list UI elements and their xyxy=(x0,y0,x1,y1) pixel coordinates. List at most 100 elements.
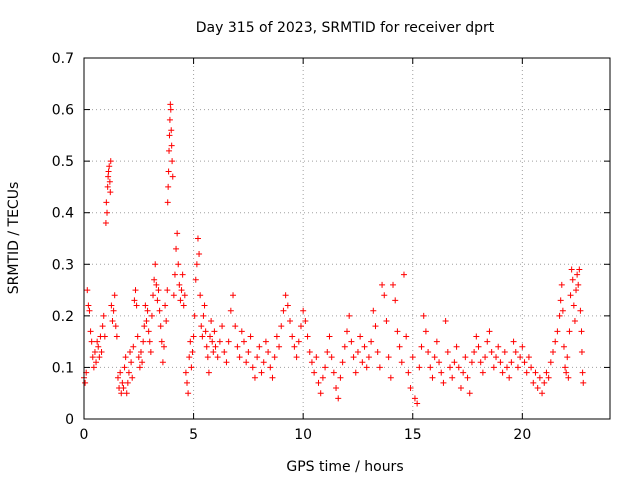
y-tick-label: 0.4 xyxy=(52,206,74,222)
data-point xyxy=(311,369,318,376)
data-point xyxy=(449,374,456,381)
data-point xyxy=(427,364,434,371)
data-point xyxy=(324,348,331,355)
data-point xyxy=(554,328,561,335)
data-point xyxy=(247,333,254,340)
data-point xyxy=(191,312,198,319)
data-point xyxy=(289,333,296,340)
data-point xyxy=(251,374,258,381)
data-point xyxy=(122,354,129,361)
data-point xyxy=(344,328,350,335)
data-point xyxy=(512,348,519,355)
y-tick-label: 0.3 xyxy=(52,257,74,273)
data-point xyxy=(579,369,586,376)
data-point xyxy=(223,359,230,366)
data-point xyxy=(165,183,172,190)
data-point xyxy=(87,328,94,335)
data-point xyxy=(254,354,261,361)
data-point xyxy=(234,343,241,350)
data-point xyxy=(205,369,212,376)
data-point xyxy=(130,343,137,350)
data-point xyxy=(267,364,274,371)
chart-title: Day 315 of 2023, SRMTID for receiver dpr… xyxy=(196,20,495,36)
data-point xyxy=(440,379,447,386)
data-point xyxy=(479,369,486,376)
y-axis-title: SRMTID / TECUs xyxy=(6,182,22,295)
data-point xyxy=(187,338,194,345)
data-point xyxy=(158,338,165,345)
data-point xyxy=(121,364,128,371)
data-point xyxy=(575,281,582,288)
data-point xyxy=(119,379,126,386)
data-point xyxy=(521,359,528,366)
data-point xyxy=(416,364,423,371)
data-point xyxy=(337,374,344,381)
data-point xyxy=(580,379,587,386)
data-point xyxy=(534,385,541,392)
data-point xyxy=(153,281,160,288)
data-point xyxy=(258,369,265,376)
data-point xyxy=(547,359,554,366)
data-point xyxy=(211,328,218,335)
data-point xyxy=(543,369,550,376)
data-point xyxy=(207,333,214,340)
data-point xyxy=(135,354,142,361)
data-point xyxy=(85,302,92,309)
data-point xyxy=(293,354,300,361)
data-point xyxy=(567,292,574,299)
data-point xyxy=(120,385,127,392)
y-tick-label: 0.5 xyxy=(52,154,74,170)
data-point xyxy=(269,374,276,381)
data-point xyxy=(155,287,162,294)
data-point xyxy=(462,354,469,361)
data-point xyxy=(91,348,98,355)
data-point xyxy=(346,312,353,319)
data-point xyxy=(565,374,572,381)
data-point xyxy=(123,390,130,397)
grid-lines xyxy=(84,58,610,419)
data-point xyxy=(477,359,484,366)
y-tick-label: 0.2 xyxy=(52,309,74,325)
data-point xyxy=(167,106,174,113)
data-point xyxy=(189,348,196,355)
data-point xyxy=(166,116,173,123)
data-point xyxy=(541,379,548,386)
data-point xyxy=(558,281,565,288)
data-point xyxy=(409,354,416,361)
data-markers xyxy=(81,101,587,407)
data-point xyxy=(444,348,451,355)
data-point xyxy=(124,379,131,386)
data-point xyxy=(370,307,377,314)
x-tick-label: 15 xyxy=(404,427,422,443)
data-point xyxy=(190,333,197,340)
data-point xyxy=(501,348,508,355)
y-tick-label: 0.1 xyxy=(52,360,74,376)
data-point xyxy=(173,245,180,252)
data-point xyxy=(96,354,103,361)
data-point xyxy=(192,276,199,283)
data-point xyxy=(530,379,537,386)
data-point xyxy=(144,307,151,314)
data-point xyxy=(291,343,298,350)
data-point xyxy=(523,369,530,376)
data-point xyxy=(339,359,346,366)
data-point xyxy=(194,235,201,242)
data-point xyxy=(466,390,473,397)
data-point xyxy=(159,359,166,366)
data-point xyxy=(152,261,159,268)
data-point xyxy=(106,178,113,185)
data-point xyxy=(392,297,399,304)
data-point xyxy=(407,385,414,392)
data-point xyxy=(230,292,237,299)
data-point xyxy=(313,354,320,361)
data-point xyxy=(576,266,583,273)
data-point xyxy=(225,338,232,345)
data-point xyxy=(134,333,141,340)
data-point xyxy=(167,101,174,108)
data-point xyxy=(484,338,491,345)
data-point xyxy=(519,343,526,350)
data-point xyxy=(405,369,412,376)
data-point xyxy=(238,328,245,335)
data-point xyxy=(490,364,497,371)
data-point xyxy=(196,250,203,257)
